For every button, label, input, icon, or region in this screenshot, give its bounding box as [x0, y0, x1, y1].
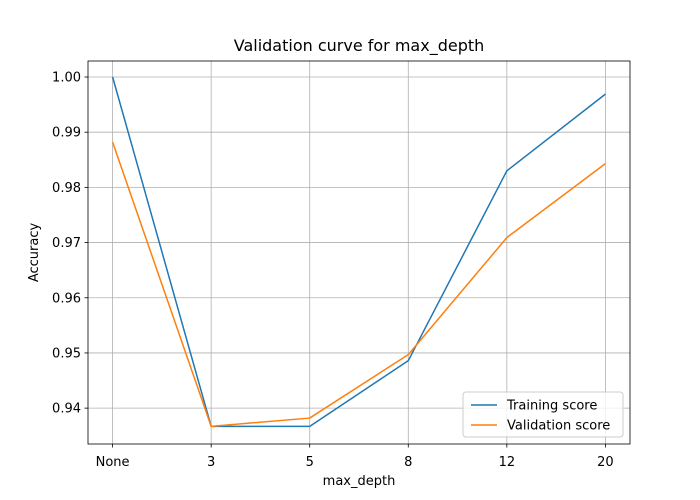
validation-score-line: [111, 141, 606, 428]
x-tick-label: None: [96, 455, 130, 470]
y-axis-label: Accuracy: [27, 223, 42, 283]
grid-lines: [88, 61, 630, 444]
y-tick-label: 0.97: [52, 236, 81, 251]
legend: Training score Validation score: [462, 391, 624, 438]
plot-frame: [87, 60, 631, 445]
legend-label-training: Training score: [506, 399, 597, 414]
x-tick-label: 20: [597, 455, 614, 470]
x-tick-label: 8: [404, 455, 412, 470]
axis-ticks: None 3 5 8 12 20 0.94 0.95 0.96 0.97 0.98 0.99 1.00: [52, 71, 614, 470]
series-lines: [111, 76, 606, 428]
training-score-line: [111, 76, 606, 428]
x-tick-label: 12: [499, 455, 516, 470]
x-axis-label: max_depth: [323, 474, 396, 489]
legend-box: [462, 391, 624, 438]
y-tick-label: 0.98: [52, 181, 81, 196]
x-tick-label: 3: [207, 455, 215, 470]
chart-title: Validation curve for max_depth: [234, 36, 485, 56]
x-tick-label: 5: [306, 455, 314, 470]
y-tick-label: 0.99: [52, 126, 81, 141]
y-tick-label: 1.00: [52, 71, 81, 86]
y-tick-label: 0.95: [52, 346, 81, 361]
legend-label-validation: Validation score: [507, 419, 610, 434]
y-tick-label: 0.94: [52, 402, 81, 417]
y-tick-label: 0.96: [52, 291, 81, 306]
